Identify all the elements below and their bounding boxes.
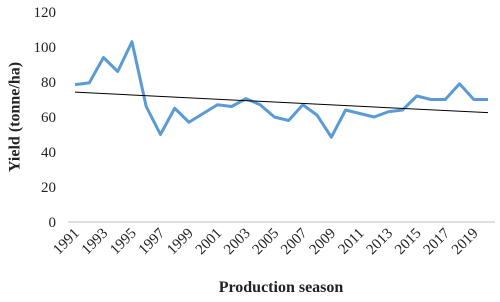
x-tick-label: 1995 [107,226,140,259]
x-tick-label: 2017 [421,225,454,258]
x-tick-label: 2001 [193,226,226,259]
x-tick-label: 2003 [221,226,254,259]
y-tick-label: 20 [41,180,56,196]
x-tick-label: 2013 [364,226,397,259]
y-tick-label: 100 [34,40,57,56]
trend-line [74,91,489,114]
y-tick-label: 40 [41,145,56,161]
y-tick-label: 0 [49,215,57,231]
x-tick-label: 1993 [79,226,112,259]
y-tick-label: 120 [34,5,57,21]
data-line [74,40,488,139]
x-tick-label: 2019 [449,226,482,259]
x-tick-label: 2015 [392,226,425,259]
x-tick-label: 1997 [136,225,169,258]
x-tick-label: 2005 [250,226,283,259]
y-tick-label: 80 [41,75,56,91]
x-tick-label: 1999 [164,226,197,259]
y-axis-label: Yield (tonne/ha) [7,62,24,172]
x-tick-label: 2009 [307,226,340,259]
y-tick-label: 60 [41,110,56,126]
x-tick-label: 2007 [278,225,311,258]
x-tick-label: 2011 [336,226,368,258]
x-axis-label: Production season [219,279,344,296]
